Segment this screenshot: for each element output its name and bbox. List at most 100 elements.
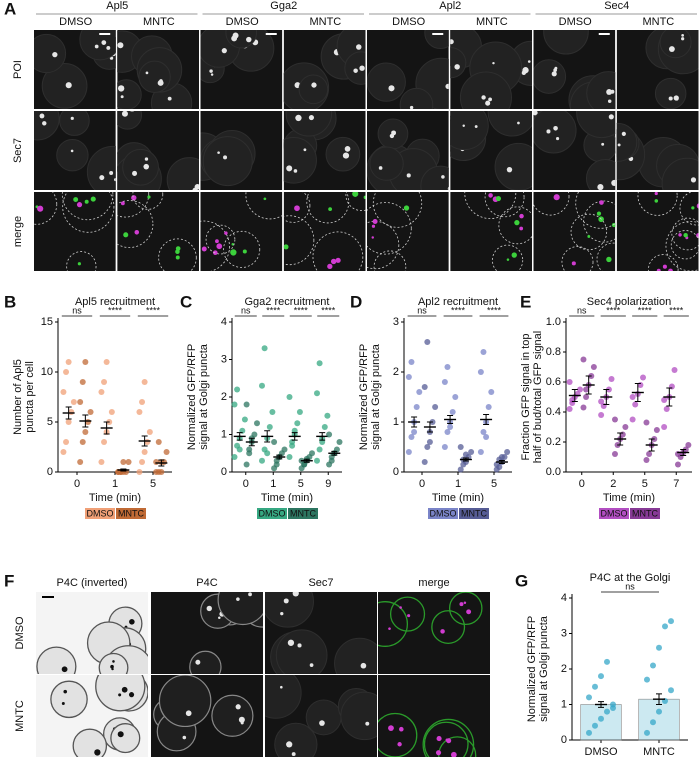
row-label: Sec7 (12, 138, 24, 163)
cell-outline (679, 192, 699, 226)
data-point (685, 442, 692, 448)
cell (72, 728, 108, 757)
data-point (286, 394, 293, 400)
error-bar (498, 460, 505, 464)
cell-outline (671, 217, 699, 251)
x-axis-label: Time (min) (261, 492, 313, 504)
cell (431, 610, 466, 645)
punctum (363, 195, 366, 200)
cell (189, 650, 222, 674)
error-bar (331, 450, 338, 456)
punctum (409, 105, 414, 109)
punctum (521, 70, 527, 76)
chart-title: P4C at the Golgi (590, 572, 671, 584)
cell-outline (498, 206, 532, 245)
data-point (139, 399, 146, 405)
data-point (485, 404, 492, 410)
punctum (399, 606, 402, 609)
micrograph (151, 592, 263, 674)
punctum (360, 662, 367, 669)
cell (79, 30, 116, 61)
punctum (378, 166, 383, 170)
legend-label: DMSO (87, 508, 114, 518)
punctum (134, 230, 140, 235)
data-point (477, 449, 484, 455)
punctum (263, 197, 267, 201)
punctum (120, 201, 125, 206)
punctum (37, 205, 44, 212)
data-point (590, 364, 597, 370)
y-tick-label: 0.4 (546, 406, 561, 418)
image-bg (533, 192, 616, 271)
image-bg (450, 192, 532, 271)
cell-outline (648, 254, 679, 271)
punctum (407, 614, 411, 618)
punctum (209, 69, 213, 73)
punctum (117, 731, 124, 738)
data-point (650, 719, 656, 726)
punctum (216, 243, 223, 250)
punctum (144, 157, 149, 161)
data-point (314, 390, 320, 397)
punctum (596, 211, 602, 216)
punctum (280, 612, 284, 616)
punctum (690, 177, 697, 183)
data-point (136, 469, 143, 475)
protein-label: Sec4 (604, 0, 629, 12)
chart-title: Apl2 recruitment (418, 296, 498, 308)
punctum (668, 96, 673, 101)
punctum (668, 46, 675, 52)
micrograph (117, 192, 199, 271)
punctum (223, 155, 228, 160)
data-point (286, 454, 293, 460)
legend-swatch (288, 508, 318, 519)
image-content (200, 111, 283, 190)
data-point (611, 416, 618, 423)
punctum (94, 44, 99, 49)
y-tick-label: 1.0 (546, 316, 561, 328)
data-point (650, 662, 656, 669)
y-axis-label: Normalized GFP/RFP (358, 344, 370, 450)
cell-outline (665, 221, 699, 271)
punctum (527, 60, 531, 63)
punctum (235, 704, 241, 710)
significance-label: **** (669, 305, 684, 315)
cell-outline (464, 192, 517, 219)
data-point (569, 397, 576, 403)
punctum (462, 124, 465, 127)
y-tick-label: 3 (561, 627, 567, 639)
punctum (435, 750, 442, 756)
cell-outline (205, 224, 236, 255)
x-tick-label: 9 (325, 478, 331, 490)
data-point (656, 644, 662, 651)
image-content (378, 592, 490, 674)
punctum (387, 273, 390, 276)
legend-swatch (428, 508, 458, 519)
punctum (433, 25, 435, 27)
image-content (283, 192, 366, 271)
cell (41, 63, 88, 109)
significance-label: ns (577, 305, 587, 315)
data-point (598, 412, 605, 418)
x-axis-label: Time (min) (89, 492, 141, 504)
punctum (553, 125, 558, 131)
punctum (61, 702, 65, 705)
error-bar (65, 406, 72, 420)
cell (50, 680, 88, 719)
image-content (450, 30, 532, 109)
cell-outline (117, 192, 150, 218)
cell (34, 33, 67, 74)
micrograph (450, 30, 532, 109)
x-tick-label: 1 (455, 478, 461, 490)
cell (275, 629, 328, 674)
punctum (447, 186, 449, 190)
micrograph (34, 192, 116, 271)
column-label: Sec7 (308, 577, 333, 589)
image-content (367, 25, 449, 109)
y-tick-label: 0 (47, 466, 53, 478)
y-tick-label: 1 (221, 428, 227, 440)
punctum (533, 111, 538, 116)
y-tick-label: 0 (221, 466, 227, 478)
punctum (450, 751, 457, 757)
protein-label: Gga2 (270, 0, 297, 12)
